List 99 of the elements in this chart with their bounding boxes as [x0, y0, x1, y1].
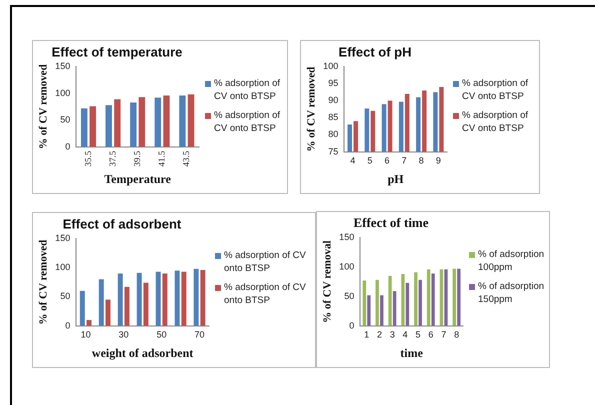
x-axis-title: weight of adsorbent: [92, 346, 194, 360]
x-tick-label: 43.5: [181, 150, 192, 167]
bar: [401, 274, 405, 326]
legend-label: % adsorption of CV onto BTSP: [462, 109, 530, 135]
bar: [457, 268, 461, 326]
y-tick-label: 90: [328, 95, 338, 106]
x-axis-title: time: [400, 346, 424, 360]
y-tick-label: 150: [339, 232, 354, 242]
bar: [174, 270, 180, 326]
x-tick-label: 37.5: [107, 150, 118, 167]
bar: [162, 273, 168, 326]
x-tick-label: 4: [402, 330, 408, 340]
y-tick-label: 150: [55, 233, 70, 244]
y-tick-label: 150: [55, 61, 70, 72]
legend-label: % adsorption of CV onto BTSP: [224, 249, 307, 275]
bar: [376, 280, 379, 326]
bar: [200, 270, 206, 326]
bar: [392, 291, 396, 326]
bar: [418, 280, 422, 326]
bar: [80, 290, 85, 326]
y-tick-label: 0: [65, 320, 70, 330]
bar: [188, 94, 194, 147]
legend-label: % of adsorption 150ppm: [478, 280, 546, 306]
x-tick-label: 9: [436, 156, 441, 166]
y-tick-label: 50: [60, 291, 70, 302]
x-axis-title: Temperature: [104, 172, 172, 186]
x-tick-label: 6: [384, 156, 390, 166]
x-tick-label: 35.5: [82, 150, 93, 167]
y-tick-label: 50: [344, 290, 354, 301]
bar: [143, 282, 148, 326]
x-tick-label: 70: [194, 330, 205, 340]
x-tick-label: 41.5: [156, 150, 167, 167]
bar: [367, 295, 371, 326]
bar: [106, 300, 110, 326]
legend-label: % adsorption of CV onto BTSP: [214, 109, 282, 135]
bar: [118, 273, 123, 326]
y-tick-label: 95: [328, 78, 338, 88]
x-tick-label: 2: [376, 330, 382, 340]
x-tick-label: 4: [350, 156, 356, 166]
bar: [114, 99, 121, 147]
bar: [156, 272, 161, 326]
bar: [106, 105, 112, 147]
x-tick-label: 8: [454, 330, 460, 340]
x-tick-label: 10: [80, 330, 91, 340]
chart-title: Effect of temperature: [52, 44, 182, 60]
bar: [380, 295, 384, 326]
legend-label: % adsorption of CV onto BTSP: [462, 77, 530, 103]
bar: [362, 280, 366, 326]
y-tick-label: 75: [328, 146, 338, 156]
bar: [406, 282, 410, 326]
x-tick-label: 5: [416, 330, 421, 340]
y-tick-label: 50: [60, 114, 70, 125]
bar: [414, 272, 418, 326]
y-tick-label: 80: [328, 129, 338, 140]
x-tick-label: 39.5: [132, 150, 142, 167]
bar: [452, 268, 456, 326]
bar: [90, 106, 96, 147]
y-tick-label: 0: [349, 320, 354, 330]
legend-label: % of adsorption 100ppm: [478, 248, 546, 274]
bar: [124, 286, 130, 326]
bar: [194, 268, 199, 326]
legend-label: % adsorption of CV onto BTSP: [214, 77, 282, 103]
y-axis-title: % of CV removed: [305, 66, 318, 152]
x-tick-label: 5: [367, 156, 372, 166]
x-tick-label: 50: [156, 330, 167, 340]
bar: [431, 273, 435, 326]
bar: [80, 108, 88, 147]
bar: [154, 98, 162, 147]
bar: [130, 102, 137, 147]
chart-title: Effect of pH: [338, 44, 412, 60]
x-tick-label: 1: [364, 330, 370, 340]
bar: [181, 272, 186, 326]
y-tick-label: 85: [328, 112, 338, 122]
x-tick-label: 7: [441, 330, 446, 340]
y-tick-label: 100: [323, 61, 338, 72]
x-tick-label: 30: [118, 330, 129, 340]
x-tick-label: 6: [428, 330, 434, 340]
x-tick-label: 8: [418, 156, 424, 166]
y-tick-label: 0: [65, 141, 70, 152]
chart-title: Effect of time: [353, 215, 429, 230]
chart-title: Effect of adsorbent: [62, 216, 182, 232]
y-axis-title: % of CV removed: [37, 240, 50, 325]
y-axis-title: % of CV removal: [321, 240, 334, 323]
bar: [179, 95, 186, 147]
y-tick-label: 100: [55, 88, 70, 98]
bar: [138, 97, 146, 147]
x-tick-label: 3: [390, 330, 395, 340]
bar: [388, 276, 392, 326]
bar: [86, 320, 92, 326]
y-tick-label: 100: [55, 262, 70, 272]
x-axis-title: pH: [388, 172, 404, 186]
y-axis-title: % of CV removed: [37, 64, 50, 150]
y-tick-label: 100: [339, 261, 354, 272]
bar: [136, 272, 142, 326]
legend-label: % adsorption of CV onto BTSP: [224, 281, 307, 307]
bar: [163, 95, 170, 147]
x-tick-label: 7: [402, 156, 407, 166]
bar: [426, 269, 430, 326]
bar: [98, 279, 104, 326]
